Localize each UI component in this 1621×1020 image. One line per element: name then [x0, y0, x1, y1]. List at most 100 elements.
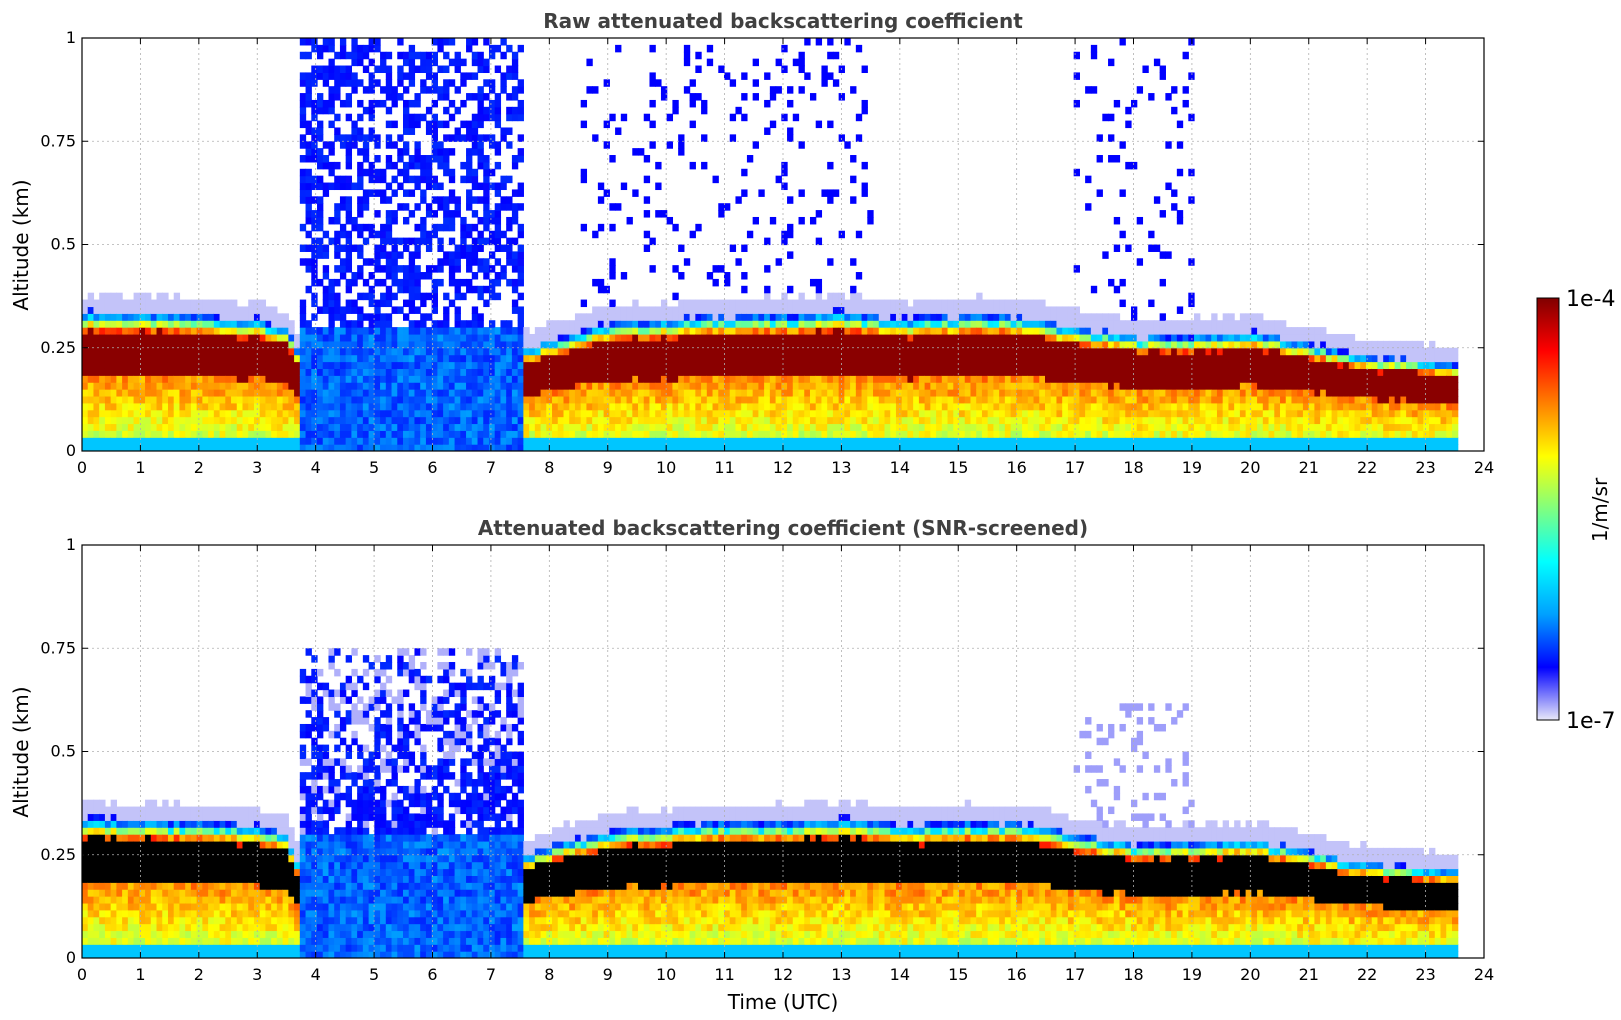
heatmap-cell — [1119, 189, 1126, 197]
heatmap-cell — [460, 340, 467, 349]
heatmap-cell — [466, 244, 473, 252]
heatmap-cell — [328, 106, 335, 115]
heatmap-cell — [380, 251, 387, 259]
heatmap-cell — [368, 347, 375, 356]
heatmap-cell — [666, 409, 674, 418]
heatmap-cell — [552, 347, 559, 356]
heatmap-cell — [104, 313, 112, 321]
heatmap-cell — [179, 306, 186, 314]
heatmap-cell — [580, 120, 588, 129]
heatmap-cell — [964, 416, 972, 425]
heatmap-cell — [225, 382, 232, 390]
heatmap-cell — [288, 361, 295, 369]
heatmap-cell — [403, 278, 410, 287]
heatmap-cell — [901, 444, 909, 451]
heatmap-cell — [718, 361, 725, 369]
heatmap-cell — [328, 72, 335, 80]
heatmap-cell — [425, 333, 433, 342]
heatmap-cell — [1010, 416, 1017, 425]
heatmap-cell — [890, 402, 897, 411]
heatmap-cell — [821, 320, 828, 328]
heatmap-cell — [1102, 327, 1109, 335]
heatmap-cell — [775, 409, 782, 418]
heatmap-cell — [311, 127, 318, 135]
heatmap-cell — [775, 423, 782, 431]
heatmap-cell — [511, 361, 519, 369]
heatmap-cell — [592, 354, 599, 363]
heatmap-cell — [580, 389, 588, 397]
heatmap-cell — [643, 175, 651, 184]
heatmap-cell — [552, 368, 559, 376]
heatmap-cell — [448, 375, 456, 383]
heatmap-cell — [574, 361, 582, 369]
heatmap-cell — [305, 258, 312, 266]
heatmap-cell — [913, 354, 920, 363]
heatmap-cell — [1085, 313, 1092, 321]
heatmap-cell — [924, 347, 931, 356]
heatmap-cell — [334, 251, 341, 259]
heatmap-cell — [1125, 106, 1132, 115]
heatmap-cell — [1062, 395, 1069, 404]
heatmap-cell — [334, 340, 341, 349]
heatmap-cell — [443, 382, 450, 390]
heatmap-cell — [414, 51, 421, 60]
heatmap-cell — [936, 368, 943, 376]
heatmap-cell — [403, 416, 410, 425]
heatmap-cell — [380, 354, 387, 363]
heatmap-cell — [758, 320, 765, 328]
heatmap-cell — [477, 395, 484, 404]
heatmap-cell — [431, 79, 438, 87]
heatmap-cell — [420, 402, 427, 411]
heatmap-cell — [873, 361, 880, 369]
heatmap-cell — [804, 437, 811, 445]
heatmap-cell — [231, 382, 238, 390]
heatmap-cell — [219, 382, 226, 390]
heatmap-cell — [638, 347, 645, 356]
heatmap-cell — [895, 395, 903, 404]
heatmap-cell — [362, 382, 370, 390]
heatmap-cell — [82, 389, 89, 397]
heatmap-cell — [1062, 389, 1069, 397]
heatmap-cell — [471, 320, 479, 328]
heatmap-cell — [1004, 361, 1012, 369]
heatmap-cell — [689, 437, 696, 445]
heatmap-cell — [873, 368, 880, 376]
heatmap-cell — [345, 161, 353, 170]
heatmap-cell — [981, 375, 989, 383]
heatmap-cell — [878, 354, 886, 363]
heatmap-cell — [328, 430, 335, 438]
heatmap-cell — [850, 258, 857, 266]
heatmap-cell — [815, 430, 823, 438]
heatmap-cell — [190, 437, 198, 445]
heatmap-cell — [764, 72, 771, 80]
heatmap-cell — [724, 340, 731, 349]
heatmap-cell — [844, 299, 851, 308]
heatmap-cell — [345, 375, 353, 383]
heatmap-cell — [82, 423, 89, 431]
heatmap-cell — [1113, 99, 1121, 108]
heatmap-cell — [781, 354, 788, 363]
heatmap-cell — [741, 382, 748, 390]
heatmap-cell — [1067, 313, 1075, 321]
heatmap-cell — [787, 327, 794, 335]
heatmap-cell — [959, 389, 966, 397]
heatmap-cell — [127, 354, 135, 363]
heatmap-cell — [425, 437, 433, 445]
heatmap-cell — [712, 444, 719, 451]
heatmap-cell — [936, 327, 943, 335]
heatmap-cell — [334, 313, 341, 321]
heatmap-cell — [638, 354, 645, 363]
heatmap-cell — [1108, 134, 1115, 142]
heatmap-cell — [242, 382, 249, 390]
heatmap-cell — [976, 327, 983, 335]
heatmap-cell — [798, 320, 805, 328]
heatmap-cell — [466, 444, 473, 451]
heatmap-cell — [764, 306, 771, 314]
heatmap-cell — [1090, 444, 1098, 451]
heatmap-cell — [1073, 327, 1080, 335]
heatmap-cell — [1102, 382, 1109, 390]
heatmap-cell — [981, 361, 989, 369]
heatmap-cell — [506, 361, 513, 369]
heatmap-cell — [259, 395, 267, 404]
heatmap-cell — [311, 244, 318, 252]
